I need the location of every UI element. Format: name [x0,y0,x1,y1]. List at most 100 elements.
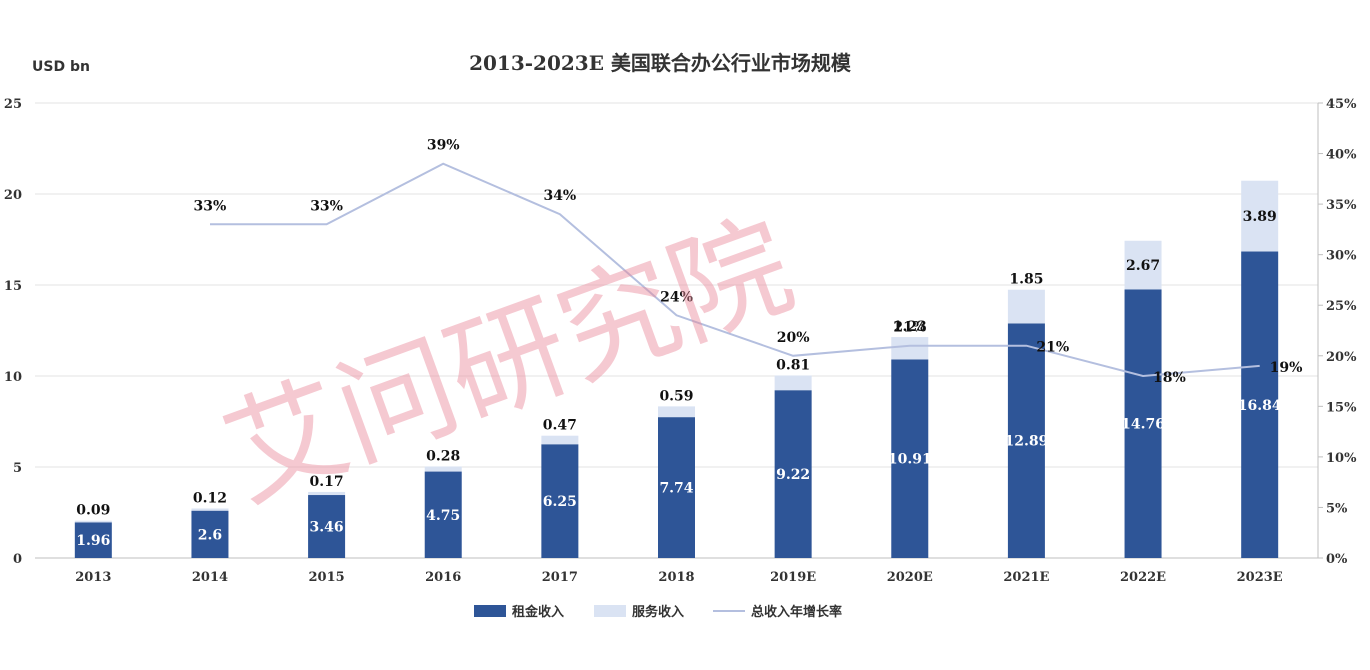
bar-rent-income [774,390,812,558]
growth-rate-line [210,162,1260,378]
watermark: 艾问研究院 [207,195,809,526]
right-axis-tick-label: 0% [1326,552,1348,567]
service-value-label: 0.12 [193,490,227,506]
service-value-label: 1.85 [1009,272,1043,288]
left-axis-tick-label: 25 [4,97,22,112]
bar-rent-income [891,359,929,558]
growth-rate-label: 24% [660,289,693,305]
service-value-label: 0.09 [76,503,110,519]
rent-value-label: 10.91 [888,452,932,468]
bar-service-income [658,406,695,418]
right-axis-tick-label: 35% [1326,198,1357,213]
x-axis-tick-label: 2023E [1237,570,1283,585]
right-axis-tick-label: 30% [1326,249,1357,264]
growth-rate-label: 39% [427,138,460,154]
gridlines [35,102,1319,559]
bar-service-income [891,337,929,360]
service-value-label: 0.28 [426,448,460,464]
bar-rent-income [74,522,112,558]
x-axis-tick-label: 2020E [887,570,933,585]
growth-rate-label: 20% [777,330,810,346]
service-value-label: 0.17 [310,474,344,490]
growth-rate-label: 21% [893,320,926,336]
x-axis-tick-label: 2015 [308,570,344,585]
x-axis-tick-label: 2014 [192,570,228,585]
bar-rent-income [308,495,346,558]
x-axis-tick-label: 2021E [1003,570,1049,585]
service-value-label: 0.81 [776,357,810,373]
bar-service-income [774,375,812,391]
right-axis-tick-label: 15% [1326,400,1357,415]
watermark-text: 艾问研究院 [207,195,809,526]
rent-value-label: 16.84 [1238,398,1282,414]
chart-title: 2013-2023E 美国联合办公行业市场规模 [469,51,852,75]
bar-rent-income [658,417,695,558]
bar-service-income [1241,180,1279,252]
growth-rate-label: 33% [194,198,227,214]
bar-rent-income [191,510,229,558]
left-axis-ticks: 0 5 10 15 20 25 [4,97,22,567]
growth-line [210,162,1260,378]
bar-service-income [1124,240,1162,290]
bar-service-income [1007,289,1045,324]
rent-value-label: 6.25 [543,494,577,510]
rent-value-label: 9.22 [776,467,810,483]
growth-rate-label: 19% [1270,360,1303,376]
bar-rent-income [1124,289,1162,558]
bar-rent-income [424,471,462,558]
service-value-label: 0.59 [659,388,693,404]
rent-value-label: 12.89 [1004,434,1048,450]
x-axis-tick-label: 2018 [658,570,694,585]
left-axis-tick-label: 0 [13,552,22,567]
rent-value-label: 3.46 [310,520,344,536]
growth-rate-label: 21% [1036,340,1069,356]
legend: 租金收入 服务收入 总收入年增长率 [474,604,842,620]
bar-rent-income [1241,251,1279,558]
rent-value-label: 14.76 [1121,417,1165,433]
service-value-label: 1.23 [893,319,927,335]
legend-swatch [594,605,626,617]
right-axis-tick-label: 20% [1326,350,1357,365]
service-value-label: 0.47 [543,418,577,434]
x-axis-tick-label: 2022E [1120,570,1166,585]
right-axis-tick-label: 25% [1326,299,1357,314]
bar-service-income [191,508,229,511]
left-axis-tick-label: 20 [4,188,22,203]
left-axis-tick-label: 15 [4,279,22,294]
growth-rate-label: 18% [1153,370,1186,386]
right-axis-tick-label: 45% [1326,97,1357,112]
legend-entry: 服务收入 [632,604,684,620]
right-axis-tick-label: 5% [1326,501,1348,516]
x-axis-tick-label: 2013 [75,570,111,585]
right-axis-tick-label: 10% [1326,451,1357,466]
right-axis-ticks: 0% 5% 10% 15% 20% 25% 30% 35% 40% 45% [1318,97,1357,567]
legend-swatch [474,605,506,617]
x-axis-tick-label: 2016 [425,570,461,585]
left-axis-tick-label: 5 [13,461,22,476]
bar-service-income [74,520,112,523]
bar-service-income [308,491,346,496]
legend-entry: 租金收入 [512,604,564,620]
growth-rate-label: 33% [310,198,343,214]
bars [74,180,1279,558]
rent-value-label: 4.75 [426,508,460,524]
data-labels: 1.96 0.09 2.6 0.12 3.46 0.17 4.75 0.28 6.25 0.47 7… [76,138,1302,549]
x-axis-tick-label: 2019E [770,570,816,585]
rent-value-label: 7.74 [659,481,693,497]
left-axis-tick-label: 10 [4,370,22,385]
bar-rent-income [1007,323,1045,558]
right-axis-tick-label: 40% [1326,148,1357,163]
bar-service-income [541,435,579,445]
growth-rate-label: 34% [543,188,576,204]
service-value-label: 3.89 [1243,209,1277,225]
x-axis-ticks: 2013 2014 2015 2016 2017 2018 2019E 2020E 2021E 2… [75,570,1283,585]
legend-entry: 总收入年增长率 [751,604,842,620]
service-value-label: 2.67 [1126,258,1160,274]
x-axis-tick-label: 2017 [542,570,578,585]
y-axis-unit-label: USD bn [32,59,90,75]
bar-rent-income [541,444,579,558]
bar-service-income [424,466,462,472]
rent-value-label: 2.6 [198,527,222,543]
rent-value-label: 1.96 [76,533,110,549]
